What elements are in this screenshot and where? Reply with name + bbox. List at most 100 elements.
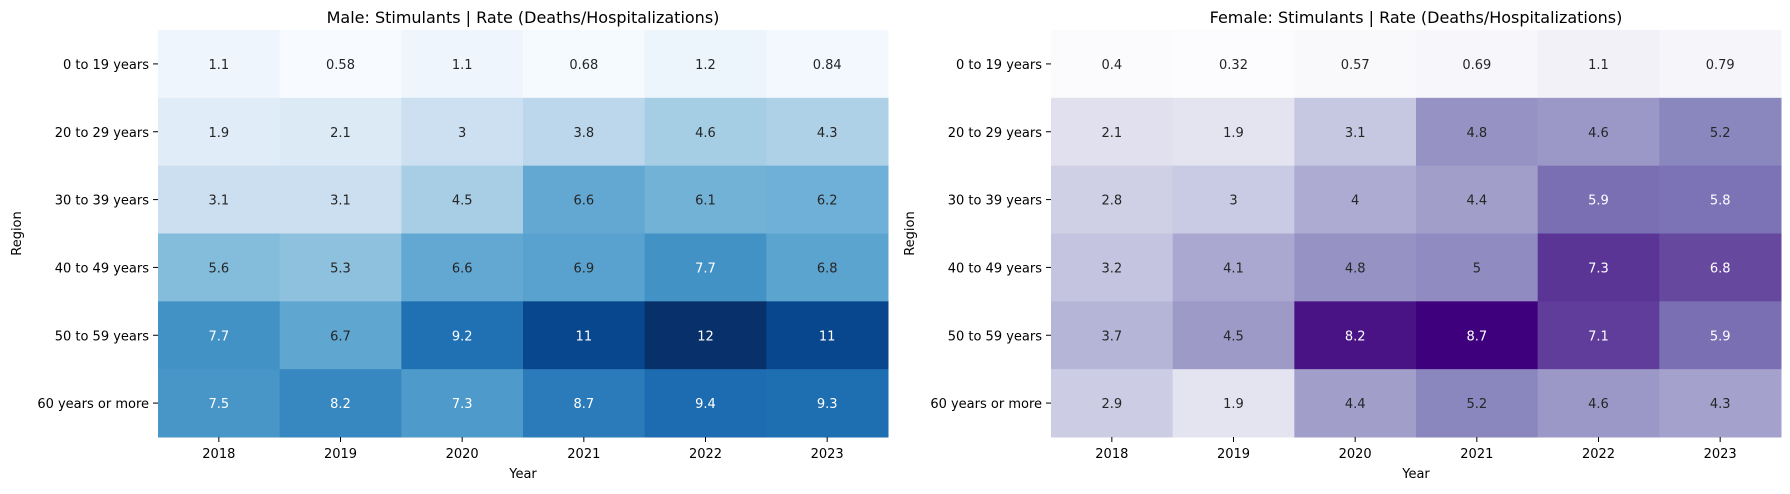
x-tick-label: 2021 [1460, 447, 1493, 462]
x-axis-label: Year [508, 467, 537, 482]
y-tick-label: 60 years or more [37, 397, 149, 412]
heatmap-cell [523, 301, 646, 370]
cell-value-label: 7.7 [208, 329, 229, 344]
x-tick-label: 2019 [324, 447, 357, 462]
heatmap-cell [1294, 301, 1417, 370]
x-tick-label: 2019 [1217, 447, 1250, 462]
heatmap-cell [158, 30, 281, 99]
y-tick-label: 20 to 29 years [948, 126, 1043, 141]
cell-value-label: 8.2 [1345, 329, 1366, 344]
cell-value-label: 4.3 [1710, 397, 1731, 412]
heatmap-cell [1659, 97, 1782, 167]
heatmap-cell [766, 369, 889, 438]
x-axis-label: Year [1401, 467, 1430, 482]
heatmap-cell [766, 301, 889, 370]
cell-value-label: 8.7 [573, 397, 594, 412]
y-tick-label: 0 to 19 years [956, 58, 1042, 73]
cell-value-label: 7.7 [695, 261, 716, 276]
heatmap-cell [766, 233, 889, 302]
heatmap-cell [644, 233, 767, 302]
cell-value-label: 6.6 [573, 194, 594, 209]
heatmap-cell [1416, 233, 1539, 302]
cell-value-label: 8.2 [330, 397, 351, 412]
cell-value-label: 11 [819, 329, 836, 344]
heatmap-cell [1172, 165, 1295, 234]
heatmap-cell [1172, 97, 1295, 167]
cell-value-label: 4.5 [452, 194, 473, 209]
cell-value-label: 3.2 [1101, 261, 1122, 276]
cell-value-label: 3.7 [1101, 329, 1122, 344]
cell-value-label: 4.8 [1345, 261, 1366, 276]
heatmap-cell [279, 97, 402, 167]
cell-value-label: 1.2 [695, 58, 716, 73]
cell-value-label: 2.8 [1101, 194, 1122, 209]
cell-value-label: 4.6 [1588, 397, 1609, 412]
heatmap-cell [1537, 30, 1660, 99]
heatmap-cell [401, 369, 524, 438]
cell-value-label: 1.9 [1223, 397, 1244, 412]
cell-value-label: 4.3 [817, 126, 838, 141]
heatmap-cell [1416, 30, 1539, 99]
cell-value-label: 6.8 [817, 261, 838, 276]
cell-value-label: 3.1 [208, 194, 229, 209]
heatmap-cell [1172, 369, 1295, 438]
cell-value-label: 4.4 [1466, 194, 1487, 209]
cell-value-label: 12 [697, 329, 714, 344]
cell-value-label: 0.57 [1341, 58, 1370, 73]
heatmap-cell [1537, 97, 1660, 167]
cell-value-label: 7.1 [1588, 329, 1609, 344]
heatmap-cell [766, 165, 889, 234]
y-tick-label: 60 years or more [930, 397, 1042, 412]
heatmap-cell [1172, 30, 1295, 99]
heatmap-cell [1416, 301, 1539, 370]
cell-value-label: 5.2 [1466, 397, 1487, 412]
cell-value-label: 5.9 [1588, 194, 1609, 209]
heatmap-cell [279, 30, 402, 99]
cell-value-label: 6.9 [573, 261, 594, 276]
cell-value-label: 3.8 [573, 126, 594, 141]
heatmap-cell [523, 165, 646, 234]
x-tick-label: 2021 [567, 447, 600, 462]
heatmap-cell [644, 369, 767, 438]
cell-value-label: 4.6 [695, 126, 716, 141]
heatmap-cell [766, 30, 889, 99]
cell-value-label: 6.2 [817, 194, 838, 209]
cell-value-label: 2.1 [1101, 126, 1122, 141]
heatmap-cell [1294, 233, 1417, 302]
heatmap-cell [158, 369, 281, 438]
cell-value-label: 3 [1229, 194, 1237, 209]
x-tick-label: 2020 [1339, 447, 1372, 462]
cell-value-label: 9.2 [452, 329, 473, 344]
cell-value-label: 6.8 [1710, 261, 1731, 276]
cell-value-label: 6.1 [695, 194, 716, 209]
heatmap-cell [1537, 301, 1660, 370]
heatmap-cell [1659, 30, 1782, 99]
cell-value-label: 3 [458, 126, 466, 141]
heatmap-cell [1537, 165, 1660, 234]
heatmap-cell [1416, 97, 1539, 167]
heatmap-cell [523, 30, 646, 99]
heatmap-cell [1294, 369, 1417, 438]
heatmap-cell [523, 369, 646, 438]
cell-value-label: 6.6 [452, 261, 473, 276]
y-tick-label: 30 to 39 years [55, 194, 150, 209]
heatmap-cell [401, 233, 524, 302]
x-tick-label: 2023 [1704, 447, 1737, 462]
cell-value-label: 2.9 [1101, 397, 1122, 412]
heatmap-cell [1659, 165, 1782, 234]
x-tick-label: 2022 [1582, 447, 1615, 462]
cell-value-label: 4.1 [1223, 261, 1244, 276]
cell-value-label: 0.79 [1706, 58, 1735, 73]
heatmap-cell [523, 233, 646, 302]
heatmap-cell [1659, 301, 1782, 370]
cell-value-label: 5.8 [1710, 194, 1731, 209]
cell-value-label: 5.2 [1710, 126, 1731, 141]
x-tick-label: 2018 [1095, 447, 1128, 462]
heatmap-cell [1537, 369, 1660, 438]
cell-value-label: 5.3 [330, 261, 351, 276]
heatmap-cell [644, 301, 767, 370]
y-axis-label: Region [10, 211, 25, 256]
y-tick-label: 40 to 49 years [55, 261, 150, 276]
